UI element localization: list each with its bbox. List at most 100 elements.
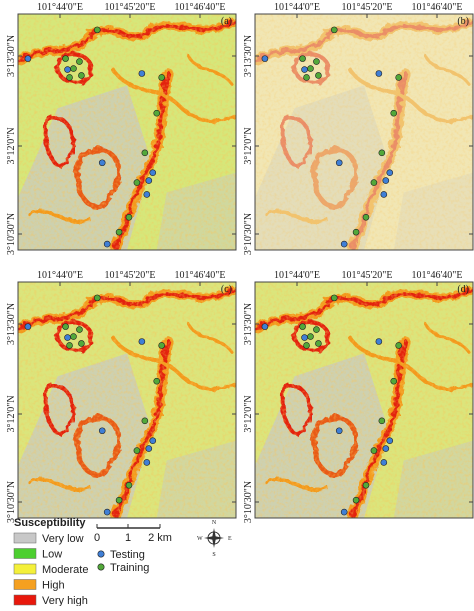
training-point — [62, 55, 69, 62]
legend-label: Very high — [42, 595, 88, 606]
training-point — [70, 65, 77, 72]
training-point — [378, 417, 386, 425]
map-panel: (d) 101°44'0"E 101°45'20"E 101°46'40"E 3°13'… — [243, 270, 474, 523]
legend-point — [97, 563, 105, 571]
testing-point — [143, 459, 151, 466]
longitude-label: 101°46'40"E — [412, 2, 463, 13]
testing-point — [386, 169, 394, 176]
testing-point — [103, 240, 111, 248]
longitude-label: 101°46'40"E — [412, 270, 463, 281]
training-point — [370, 179, 378, 186]
testing-point — [382, 177, 390, 184]
legend-label: Very low — [42, 533, 84, 545]
panel-label: (b) — [457, 16, 469, 27]
training-point — [330, 294, 338, 302]
training-point — [62, 323, 69, 330]
compass-label: N — [212, 520, 217, 526]
training-point — [78, 72, 85, 79]
testing-point — [24, 55, 32, 62]
training-point — [315, 72, 322, 79]
latitude-label: 3°12'0"N — [6, 395, 17, 432]
testing-point — [103, 508, 111, 516]
compass-label: E — [228, 536, 232, 542]
training-point — [303, 74, 310, 81]
training-point — [313, 58, 320, 65]
testing-point — [261, 55, 269, 62]
compass-label: W — [197, 536, 203, 542]
testing-point — [145, 177, 153, 184]
training-point — [307, 65, 314, 72]
map-panel: (c) 101°44'0"E 101°45'20"E 101°46'40"E 3°13'… — [6, 270, 237, 523]
latitude-label: 3°12'0"N — [243, 395, 254, 432]
testing-point — [380, 191, 388, 198]
training-point — [133, 447, 141, 454]
longitude-label: 101°45'20"E — [342, 2, 393, 13]
testing-point — [335, 159, 343, 167]
testing-point — [340, 240, 348, 248]
legend-label: Moderate — [42, 564, 88, 576]
longitude-label: 101°44'0"E — [37, 270, 83, 281]
legend-swatch — [13, 532, 37, 544]
testing-point — [375, 70, 383, 77]
latitude-label: 3°10'30"N — [243, 481, 254, 523]
latitude-label: 3°10'30"N — [243, 213, 254, 255]
texture — [255, 14, 473, 250]
legend: Susceptibility 0 1 2 km N E S W Very low… — [13, 517, 232, 607]
testing-point — [98, 159, 106, 167]
training-point — [395, 342, 402, 349]
north-arrow — [204, 528, 224, 548]
legend-label: Training — [110, 562, 149, 574]
legend-point — [97, 550, 105, 558]
training-point — [93, 26, 101, 34]
latitude-label: 3°12'0"N — [6, 127, 17, 164]
legend-label: Testing — [110, 549, 145, 561]
longitude-label: 101°46'40"E — [175, 2, 226, 13]
training-point — [70, 333, 77, 340]
training-point — [141, 417, 149, 425]
training-point — [78, 340, 85, 347]
texture — [255, 282, 473, 518]
training-point — [153, 377, 161, 385]
training-point — [93, 294, 101, 302]
training-point — [395, 74, 402, 81]
training-point — [307, 333, 314, 340]
testing-point — [340, 508, 348, 516]
training-point — [378, 149, 386, 157]
testing-point — [143, 191, 151, 198]
training-point — [362, 481, 370, 489]
latitude-label: 3°13'30"N — [6, 303, 17, 345]
map-panel: (b) 101°44'0"E 101°45'20"E 101°46'40"E 3°13'… — [243, 2, 474, 255]
training-point — [115, 228, 123, 236]
legend-title: Susceptibility — [14, 517, 86, 529]
training-point — [115, 496, 123, 504]
panel-frame — [254, 281, 474, 519]
latitude-label: 3°12'0"N — [243, 127, 254, 164]
latitude-label: 3°10'30"N — [6, 213, 17, 255]
legend-swatch — [13, 563, 37, 575]
latitude-label: 3°13'30"N — [243, 303, 254, 345]
latitude-label: 3°10'30"N — [6, 481, 17, 523]
training-point — [158, 342, 165, 349]
testing-point — [375, 338, 383, 345]
texture — [18, 14, 236, 250]
longitude-label: 101°44'0"E — [37, 2, 83, 13]
training-point — [370, 447, 378, 454]
scale-label: 0 — [94, 532, 100, 544]
testing-point — [382, 445, 390, 452]
latitude-label: 3°13'30"N — [243, 35, 254, 77]
panel-label: (a) — [221, 16, 232, 27]
panel-label: (c) — [221, 284, 232, 295]
testing-point — [149, 437, 157, 444]
testing-point — [138, 338, 146, 345]
training-point — [313, 326, 320, 333]
legend-swatch — [13, 548, 37, 559]
training-point — [125, 481, 133, 489]
training-point — [76, 58, 83, 65]
panels: (a) 101°44'0"E 101°45'20"E 101°46'40"E 3°13'… — [6, 2, 474, 523]
panel-frame — [254, 13, 474, 251]
longitude-label: 101°46'40"E — [175, 270, 226, 281]
testing-point — [64, 66, 71, 73]
training-point — [66, 74, 73, 81]
legend-swatch — [13, 579, 37, 590]
